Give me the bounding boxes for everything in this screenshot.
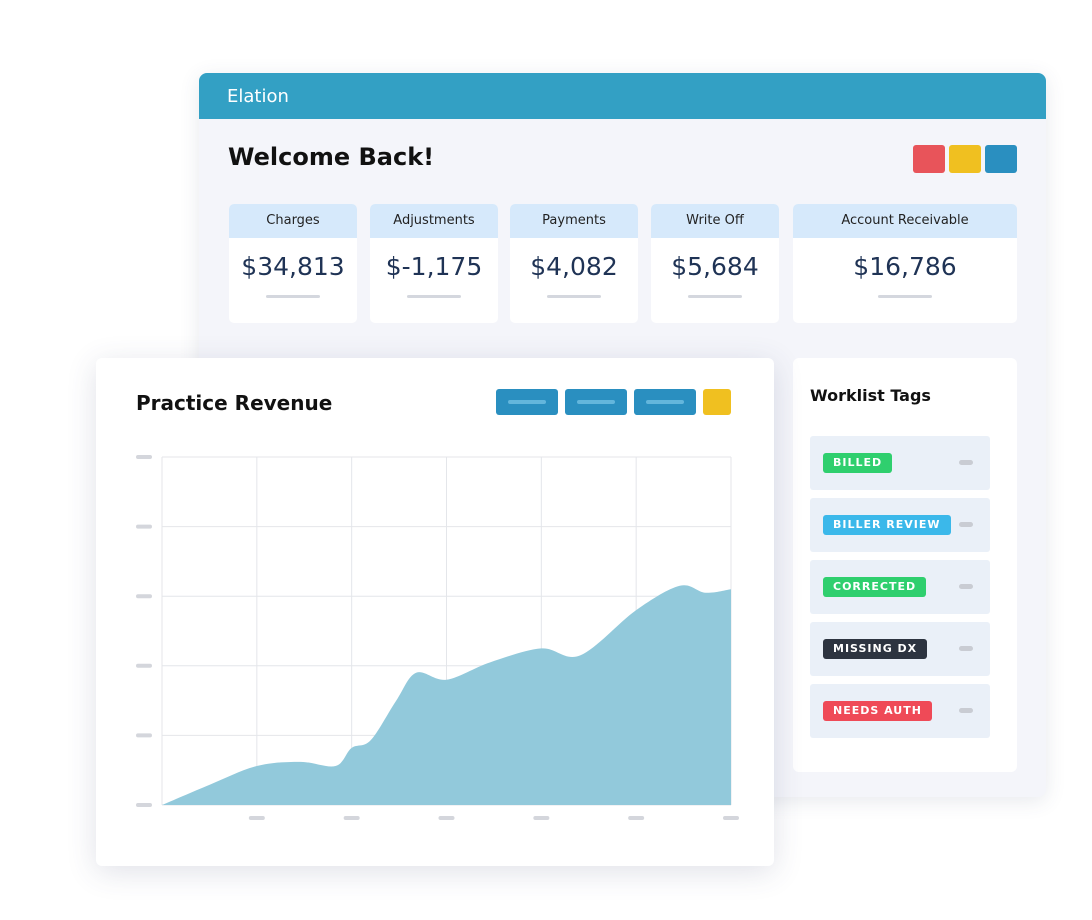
range-button[interactable] [565, 389, 627, 415]
x-tick-placeholder [533, 816, 550, 820]
y-tick-placeholder [136, 455, 152, 459]
worklist-row[interactable]: MISSING DX [810, 622, 990, 676]
row-handle [959, 584, 973, 589]
stat-label: Write Off [651, 204, 779, 238]
worklist-row[interactable]: NEEDS AUTH [810, 684, 990, 738]
stat-underline [878, 295, 932, 298]
welcome-heading: Welcome Back! [228, 143, 435, 171]
row-handle [959, 708, 973, 713]
stat-card: Charges $34,813 [229, 204, 357, 323]
x-tick-placeholder [438, 816, 455, 820]
add-button[interactable] [985, 145, 1017, 173]
worklist-row[interactable]: BILLER REVIEW [810, 498, 990, 552]
stat-underline [688, 295, 742, 298]
clock-button[interactable] [949, 145, 981, 173]
y-tick-placeholder [136, 594, 152, 599]
stat-card: Adjustments $-1,175 [370, 204, 498, 323]
app-header: Elation [199, 73, 1046, 119]
stat-label: Charges [229, 204, 357, 238]
chart-type-button[interactable] [703, 389, 731, 415]
stat-underline [407, 295, 461, 298]
row-handle [959, 460, 973, 465]
stat-value: $34,813 [241, 252, 345, 281]
stat-value: $4,082 [530, 252, 618, 281]
chart [136, 455, 739, 820]
stat-underline [547, 295, 601, 298]
stat-value: $5,684 [671, 252, 759, 281]
stat-card: Payments $4,082 [510, 204, 638, 323]
stat-underline [266, 295, 320, 298]
worklist-row[interactable]: BILLED [810, 436, 990, 490]
row-handle [959, 522, 973, 527]
x-tick-placeholder [628, 816, 645, 820]
worklist-row[interactable]: CORRECTED [810, 560, 990, 614]
logo: Elation [227, 86, 289, 107]
range-button[interactable] [634, 389, 696, 415]
x-tick-placeholder [723, 816, 739, 820]
stat-label: Payments [510, 204, 638, 238]
worklist-panel: Worklist Tags BILLED BILLER REVIEW CORRECT… [793, 358, 1017, 772]
chart-title: Practice Revenue [136, 391, 333, 415]
worklist-title: Worklist Tags [810, 386, 931, 405]
stat-label: Adjustments [370, 204, 498, 238]
revenue-card: Practice Revenue [96, 358, 774, 866]
range-button[interactable] [496, 389, 558, 415]
tag-badge: CORRECTED [823, 577, 927, 597]
revenue-area [162, 585, 731, 805]
stat-value: $16,786 [853, 252, 957, 281]
stat-card: Write Off $5,684 [651, 204, 779, 323]
x-tick-placeholder [248, 816, 265, 820]
stat-label: Account Receivable [793, 204, 1017, 238]
y-tick-placeholder [136, 663, 152, 668]
y-tick-placeholder [136, 524, 152, 529]
calendar-button[interactable] [913, 145, 945, 173]
tag-badge: BILLED [823, 453, 893, 473]
tag-badge: NEEDS AUTH [823, 701, 932, 721]
stat-value: $-1,175 [385, 252, 483, 281]
y-tick-placeholder [136, 733, 152, 738]
x-tick-placeholder [343, 816, 360, 820]
row-handle [959, 646, 973, 651]
y-tick-placeholder [136, 803, 152, 807]
stat-card: Account Receivable $16,786 [793, 204, 1017, 323]
tag-badge: MISSING DX [823, 639, 928, 659]
tag-badge: BILLER REVIEW [823, 515, 951, 535]
